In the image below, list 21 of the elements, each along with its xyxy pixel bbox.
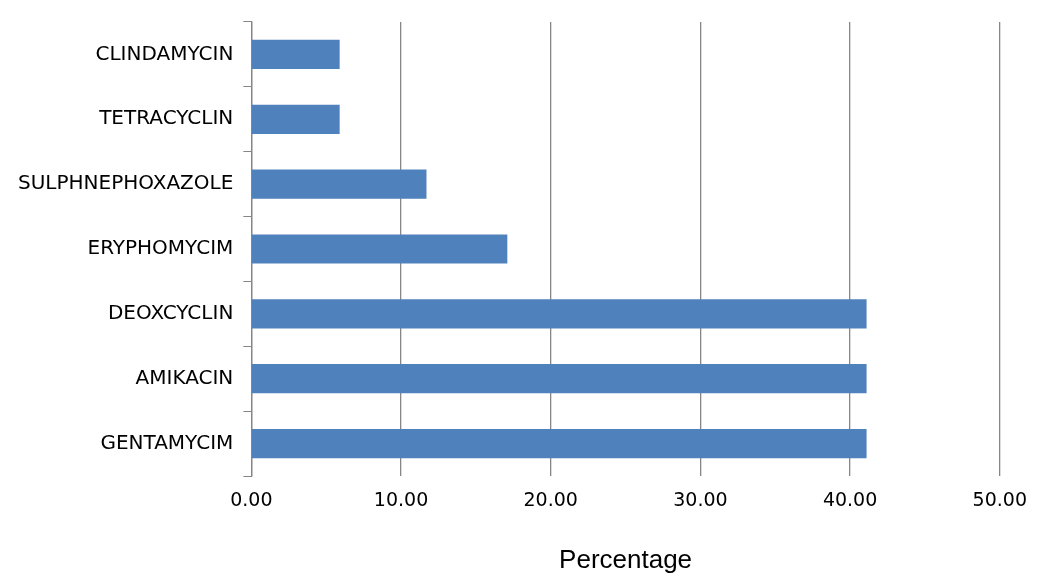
- y-tick-label: CLINDAMYCIN: [95, 40, 234, 65]
- bar: [251, 299, 867, 329]
- y-tick-label: ERYPHOMYCIM: [87, 235, 234, 260]
- bar: [251, 39, 340, 70]
- bar: [251, 234, 508, 264]
- x-tick-label: 50.00: [972, 488, 1028, 511]
- y-tick-label: TETRACYCLIN: [98, 105, 234, 130]
- x-tick-label: 30.00: [673, 488, 728, 511]
- bar: [251, 104, 340, 134]
- bar: [251, 428, 867, 459]
- x-tick-label: 20.00: [523, 488, 578, 511]
- y-tick-label: SULPHNEPHOXAZOLE: [18, 170, 234, 195]
- bar: [251, 169, 427, 199]
- x-tick-label: 0.00: [230, 488, 273, 511]
- bar: [251, 364, 867, 394]
- x-tick-label: 10.00: [373, 488, 429, 511]
- y-tick-label: DEOXCYCLIN: [107, 300, 234, 325]
- y-tick-label: GENTAMYCIM: [100, 429, 234, 454]
- x-tick-label: 40.00: [822, 488, 878, 511]
- x-axis-title: Percentage: [559, 543, 693, 574]
- y-tick-label: AMIKACIN: [135, 364, 234, 389]
